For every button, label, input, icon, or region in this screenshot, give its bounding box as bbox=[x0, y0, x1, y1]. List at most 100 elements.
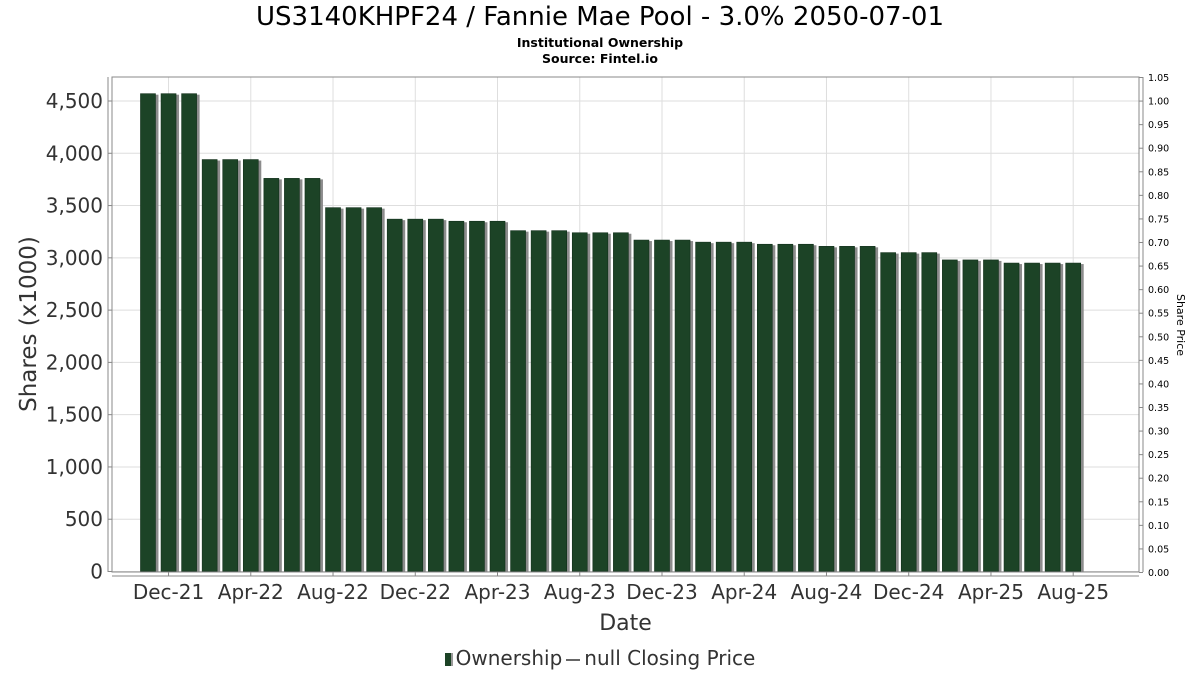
bar-series-ownership bbox=[140, 93, 1084, 572]
chart-title: US3140KHPF24 / Fannie Mae Pool - 3.0% 20… bbox=[256, 2, 944, 32]
bar bbox=[304, 178, 321, 572]
y2-tick-label: 0.80 bbox=[1148, 191, 1169, 202]
bar bbox=[818, 246, 835, 572]
x-tick-label: Aug-25 bbox=[1037, 580, 1109, 604]
chart-legend: Ownership null Closing Price bbox=[0, 646, 1200, 670]
bar bbox=[469, 220, 485, 572]
legend-swatch-price bbox=[566, 658, 581, 661]
y-tick-label: 2,000 bbox=[46, 350, 103, 374]
x-tick-label: Apr-25 bbox=[958, 580, 1024, 604]
y2-tick-label: 1.05 bbox=[1148, 73, 1169, 84]
bar bbox=[613, 232, 629, 572]
bar bbox=[1024, 262, 1040, 572]
y2-tick-label: 0.05 bbox=[1148, 544, 1169, 555]
y-tick-label: 1,500 bbox=[46, 403, 103, 427]
x-tick-label: Dec-22 bbox=[380, 580, 451, 604]
bar bbox=[798, 243, 814, 572]
bar bbox=[222, 159, 239, 572]
bar bbox=[242, 159, 259, 572]
legend-item-price: null Closing Price bbox=[584, 646, 756, 670]
y2-tick-label: 0.35 bbox=[1148, 403, 1169, 414]
y2-tick-label: 0.40 bbox=[1148, 379, 1169, 390]
plot-area-border bbox=[111, 76, 1140, 573]
x-tick-label: Aug-23 bbox=[544, 580, 616, 604]
y2-tick-label: 0.00 bbox=[1148, 568, 1169, 579]
bar bbox=[181, 93, 197, 572]
y-tick-label: 3,500 bbox=[46, 194, 103, 218]
bar bbox=[407, 218, 424, 572]
y-tick-label: 1,000 bbox=[46, 455, 103, 479]
axes: 0 500 1,000 1,500 2,000 2,500 3,000 3,500 4,000 4… bbox=[46, 73, 1169, 604]
bar bbox=[695, 241, 711, 572]
bar bbox=[942, 259, 958, 572]
bar bbox=[715, 241, 732, 572]
bar bbox=[756, 243, 773, 572]
y2-tick-label: 0.90 bbox=[1148, 144, 1169, 155]
y-tick-label: 3,000 bbox=[46, 246, 103, 270]
x-tick-label: Dec-24 bbox=[873, 580, 944, 604]
y-tick-label: 0 bbox=[90, 560, 103, 584]
bar bbox=[880, 252, 896, 572]
y2-tick-label: 0.70 bbox=[1148, 238, 1169, 249]
bar bbox=[510, 230, 526, 572]
y2-tick-label: 0.10 bbox=[1148, 521, 1169, 532]
bar bbox=[983, 259, 999, 572]
x-axis-label: Date bbox=[599, 611, 652, 636]
y2-tick-label: 0.45 bbox=[1148, 356, 1169, 367]
bar bbox=[160, 93, 177, 572]
y-tick-label: 2,500 bbox=[46, 298, 103, 322]
legend-swatch-ownership bbox=[444, 653, 453, 666]
y2-tick-label: 0.25 bbox=[1148, 450, 1169, 461]
bar bbox=[325, 207, 341, 572]
chart-source: Source: Fintel.io bbox=[542, 51, 658, 66]
y2-tick-label: 1.00 bbox=[1148, 97, 1169, 108]
y-tick-label: 4,000 bbox=[46, 141, 103, 165]
x-tick-label: Apr-22 bbox=[218, 580, 284, 604]
bar bbox=[674, 239, 691, 572]
bar bbox=[1044, 262, 1061, 572]
bar bbox=[428, 218, 444, 572]
x-tick-label: Aug-22 bbox=[297, 580, 369, 604]
bar bbox=[489, 220, 506, 572]
y2-tick-label: 0.30 bbox=[1148, 427, 1169, 438]
ownership-chart: 0 500 1,000 1,500 2,000 2,500 3,000 3,500 4,000 4… bbox=[16, 73, 1187, 636]
x-tick-label: Apr-23 bbox=[465, 580, 531, 604]
bar bbox=[140, 93, 156, 572]
y2-tick-label: 0.60 bbox=[1148, 285, 1169, 296]
bar bbox=[921, 252, 938, 572]
legend-item-ownership: Ownership bbox=[455, 646, 563, 670]
y2-tick-label: 0.95 bbox=[1148, 120, 1169, 131]
bar bbox=[962, 259, 979, 572]
x-tick-label: Aug-24 bbox=[791, 580, 863, 604]
y2-tick-label: 0.55 bbox=[1148, 309, 1169, 320]
y2-tick-label: 0.15 bbox=[1148, 497, 1169, 508]
y-tick-label: 500 bbox=[65, 507, 103, 531]
bar bbox=[1003, 262, 1020, 572]
x-tick-label: Dec-21 bbox=[133, 580, 204, 604]
y2-tick-label: 0.85 bbox=[1148, 167, 1169, 178]
x-tick-label: Dec-23 bbox=[626, 580, 697, 604]
y2-tick-label: 0.50 bbox=[1148, 332, 1169, 343]
bar bbox=[386, 218, 403, 572]
bar bbox=[839, 246, 855, 572]
y2-tick-label: 0.75 bbox=[1148, 214, 1169, 225]
bar bbox=[530, 230, 547, 572]
bar bbox=[284, 178, 300, 572]
x-tick-label: Apr-24 bbox=[711, 580, 777, 604]
bar bbox=[633, 239, 650, 572]
bar bbox=[1065, 262, 1082, 572]
bar bbox=[345, 207, 362, 572]
bar bbox=[448, 220, 465, 572]
y2-tick-label: 0.20 bbox=[1148, 474, 1169, 485]
bar bbox=[366, 207, 382, 572]
chart-subtitle: Institutional Ownership bbox=[516, 35, 684, 50]
bar bbox=[571, 232, 588, 572]
bar bbox=[201, 159, 218, 572]
bar bbox=[263, 178, 280, 572]
y-axis-label: Shares (x1000) bbox=[16, 236, 42, 412]
bar bbox=[551, 230, 567, 572]
bar bbox=[900, 252, 917, 572]
bar bbox=[859, 246, 876, 572]
y2-axis-label: Share Price bbox=[1174, 294, 1187, 356]
bar bbox=[736, 241, 753, 572]
